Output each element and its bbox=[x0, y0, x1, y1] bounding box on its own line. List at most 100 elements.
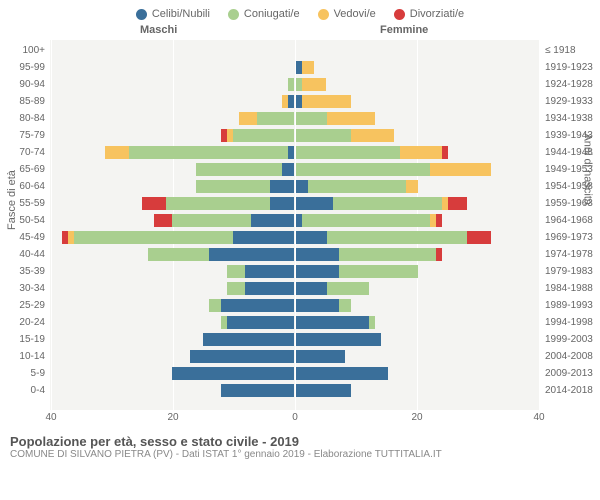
bar-female bbox=[296, 367, 388, 380]
age-label: 80-84 bbox=[0, 113, 45, 124]
bar-seg bbox=[296, 299, 339, 312]
bar-seg bbox=[296, 282, 327, 295]
bar-seg bbox=[351, 129, 394, 142]
age-label: 25-29 bbox=[0, 300, 45, 311]
bar-seg bbox=[209, 248, 294, 261]
bar-seg bbox=[270, 180, 294, 193]
x-tick: 20 bbox=[167, 412, 178, 423]
bar-female bbox=[296, 61, 314, 74]
birth-label: 1924-1928 bbox=[545, 79, 600, 90]
x-tick: 40 bbox=[45, 412, 56, 423]
bar-seg bbox=[296, 129, 351, 142]
bar-seg bbox=[400, 146, 443, 159]
birth-label: 1939-1943 bbox=[545, 130, 600, 141]
bar-female bbox=[296, 78, 327, 91]
x-tick: 0 bbox=[292, 412, 298, 423]
bar-female bbox=[296, 163, 491, 176]
birth-label: 1929-1933 bbox=[545, 96, 600, 107]
header-male: Maschi bbox=[140, 24, 177, 36]
bar-seg bbox=[296, 112, 327, 125]
bar-seg bbox=[296, 197, 333, 210]
age-label: 95-99 bbox=[0, 62, 45, 73]
bar-seg bbox=[172, 214, 251, 227]
age-label: 15-19 bbox=[0, 334, 45, 345]
bar-seg bbox=[288, 146, 294, 159]
birth-label: 2004-2008 bbox=[545, 351, 600, 362]
birth-label: 1949-1953 bbox=[545, 164, 600, 175]
bar-male bbox=[227, 282, 294, 295]
birth-label: 1919-1923 bbox=[545, 62, 600, 73]
legend-swatch bbox=[318, 9, 329, 20]
bar-seg bbox=[245, 282, 294, 295]
bar-seg bbox=[296, 180, 308, 193]
bar-seg bbox=[296, 231, 327, 244]
bar-seg bbox=[233, 231, 294, 244]
bar-female bbox=[296, 299, 351, 312]
bar-seg bbox=[282, 163, 294, 176]
bar-seg bbox=[296, 350, 345, 363]
birth-label: 1964-1968 bbox=[545, 215, 600, 226]
bar-male bbox=[62, 231, 294, 244]
bar-seg bbox=[203, 333, 295, 346]
gender-headers: Maschi Femmine bbox=[0, 24, 600, 40]
bar-male bbox=[142, 197, 295, 210]
bar-seg bbox=[142, 197, 166, 210]
bar-male bbox=[196, 163, 294, 176]
age-label: 50-54 bbox=[0, 215, 45, 226]
bar-female bbox=[296, 112, 375, 125]
x-axis: 402002040 bbox=[50, 412, 540, 428]
bar-seg bbox=[296, 333, 381, 346]
legend-swatch bbox=[228, 9, 239, 20]
legend: Celibi/NubiliConiugati/eVedovi/eDivorzia… bbox=[0, 0, 600, 24]
age-label: 10-14 bbox=[0, 351, 45, 362]
bar-seg bbox=[296, 265, 339, 278]
bar-female bbox=[296, 180, 418, 193]
bar-seg bbox=[270, 197, 294, 210]
bar-male bbox=[221, 129, 294, 142]
bar-seg bbox=[369, 316, 375, 329]
bar-seg bbox=[406, 180, 418, 193]
bar-seg bbox=[251, 214, 294, 227]
age-label: 20-24 bbox=[0, 317, 45, 328]
bar-seg bbox=[308, 180, 406, 193]
age-label: 70-74 bbox=[0, 147, 45, 158]
bar-female bbox=[296, 146, 449, 159]
bar-female bbox=[296, 350, 345, 363]
bar-seg bbox=[339, 265, 418, 278]
header-female: Femmine bbox=[380, 24, 428, 36]
bar-male bbox=[288, 78, 294, 91]
bar-seg bbox=[296, 146, 400, 159]
bar-seg bbox=[296, 316, 369, 329]
bar-male bbox=[221, 316, 294, 329]
bar-male bbox=[105, 146, 294, 159]
age-label: 65-69 bbox=[0, 164, 45, 175]
bar-seg bbox=[302, 214, 430, 227]
chart-subtitle: COMUNE DI SILVANO PIETRA (PV) - Dati IST… bbox=[10, 449, 590, 460]
bar-seg bbox=[129, 146, 288, 159]
birth-label: 1999-2003 bbox=[545, 334, 600, 345]
birth-label: 1994-1998 bbox=[545, 317, 600, 328]
bar-seg bbox=[196, 180, 269, 193]
bar-male bbox=[196, 180, 294, 193]
bar-male bbox=[154, 214, 294, 227]
bar-seg bbox=[467, 231, 491, 244]
bar-seg bbox=[172, 367, 294, 380]
bar-female bbox=[296, 231, 491, 244]
bar-seg bbox=[333, 197, 443, 210]
birth-label: 1969-1973 bbox=[545, 232, 600, 243]
bar-male bbox=[239, 112, 294, 125]
bar-female bbox=[296, 316, 375, 329]
bar-seg bbox=[154, 214, 172, 227]
legend-item: Coniugati/e bbox=[228, 8, 300, 20]
age-label: 60-64 bbox=[0, 181, 45, 192]
birth-label: 1944-1948 bbox=[545, 147, 600, 158]
bar-seg bbox=[327, 231, 467, 244]
chart-area: Fasce di età Anni di nascita 100+95-9990… bbox=[0, 40, 600, 430]
birth-label: 1984-1988 bbox=[545, 283, 600, 294]
bar-seg bbox=[105, 146, 129, 159]
bar-seg bbox=[296, 248, 339, 261]
bar-male bbox=[227, 265, 294, 278]
bar-seg bbox=[442, 146, 448, 159]
bar-seg bbox=[233, 129, 294, 142]
legend-item: Divorziati/e bbox=[394, 8, 464, 20]
